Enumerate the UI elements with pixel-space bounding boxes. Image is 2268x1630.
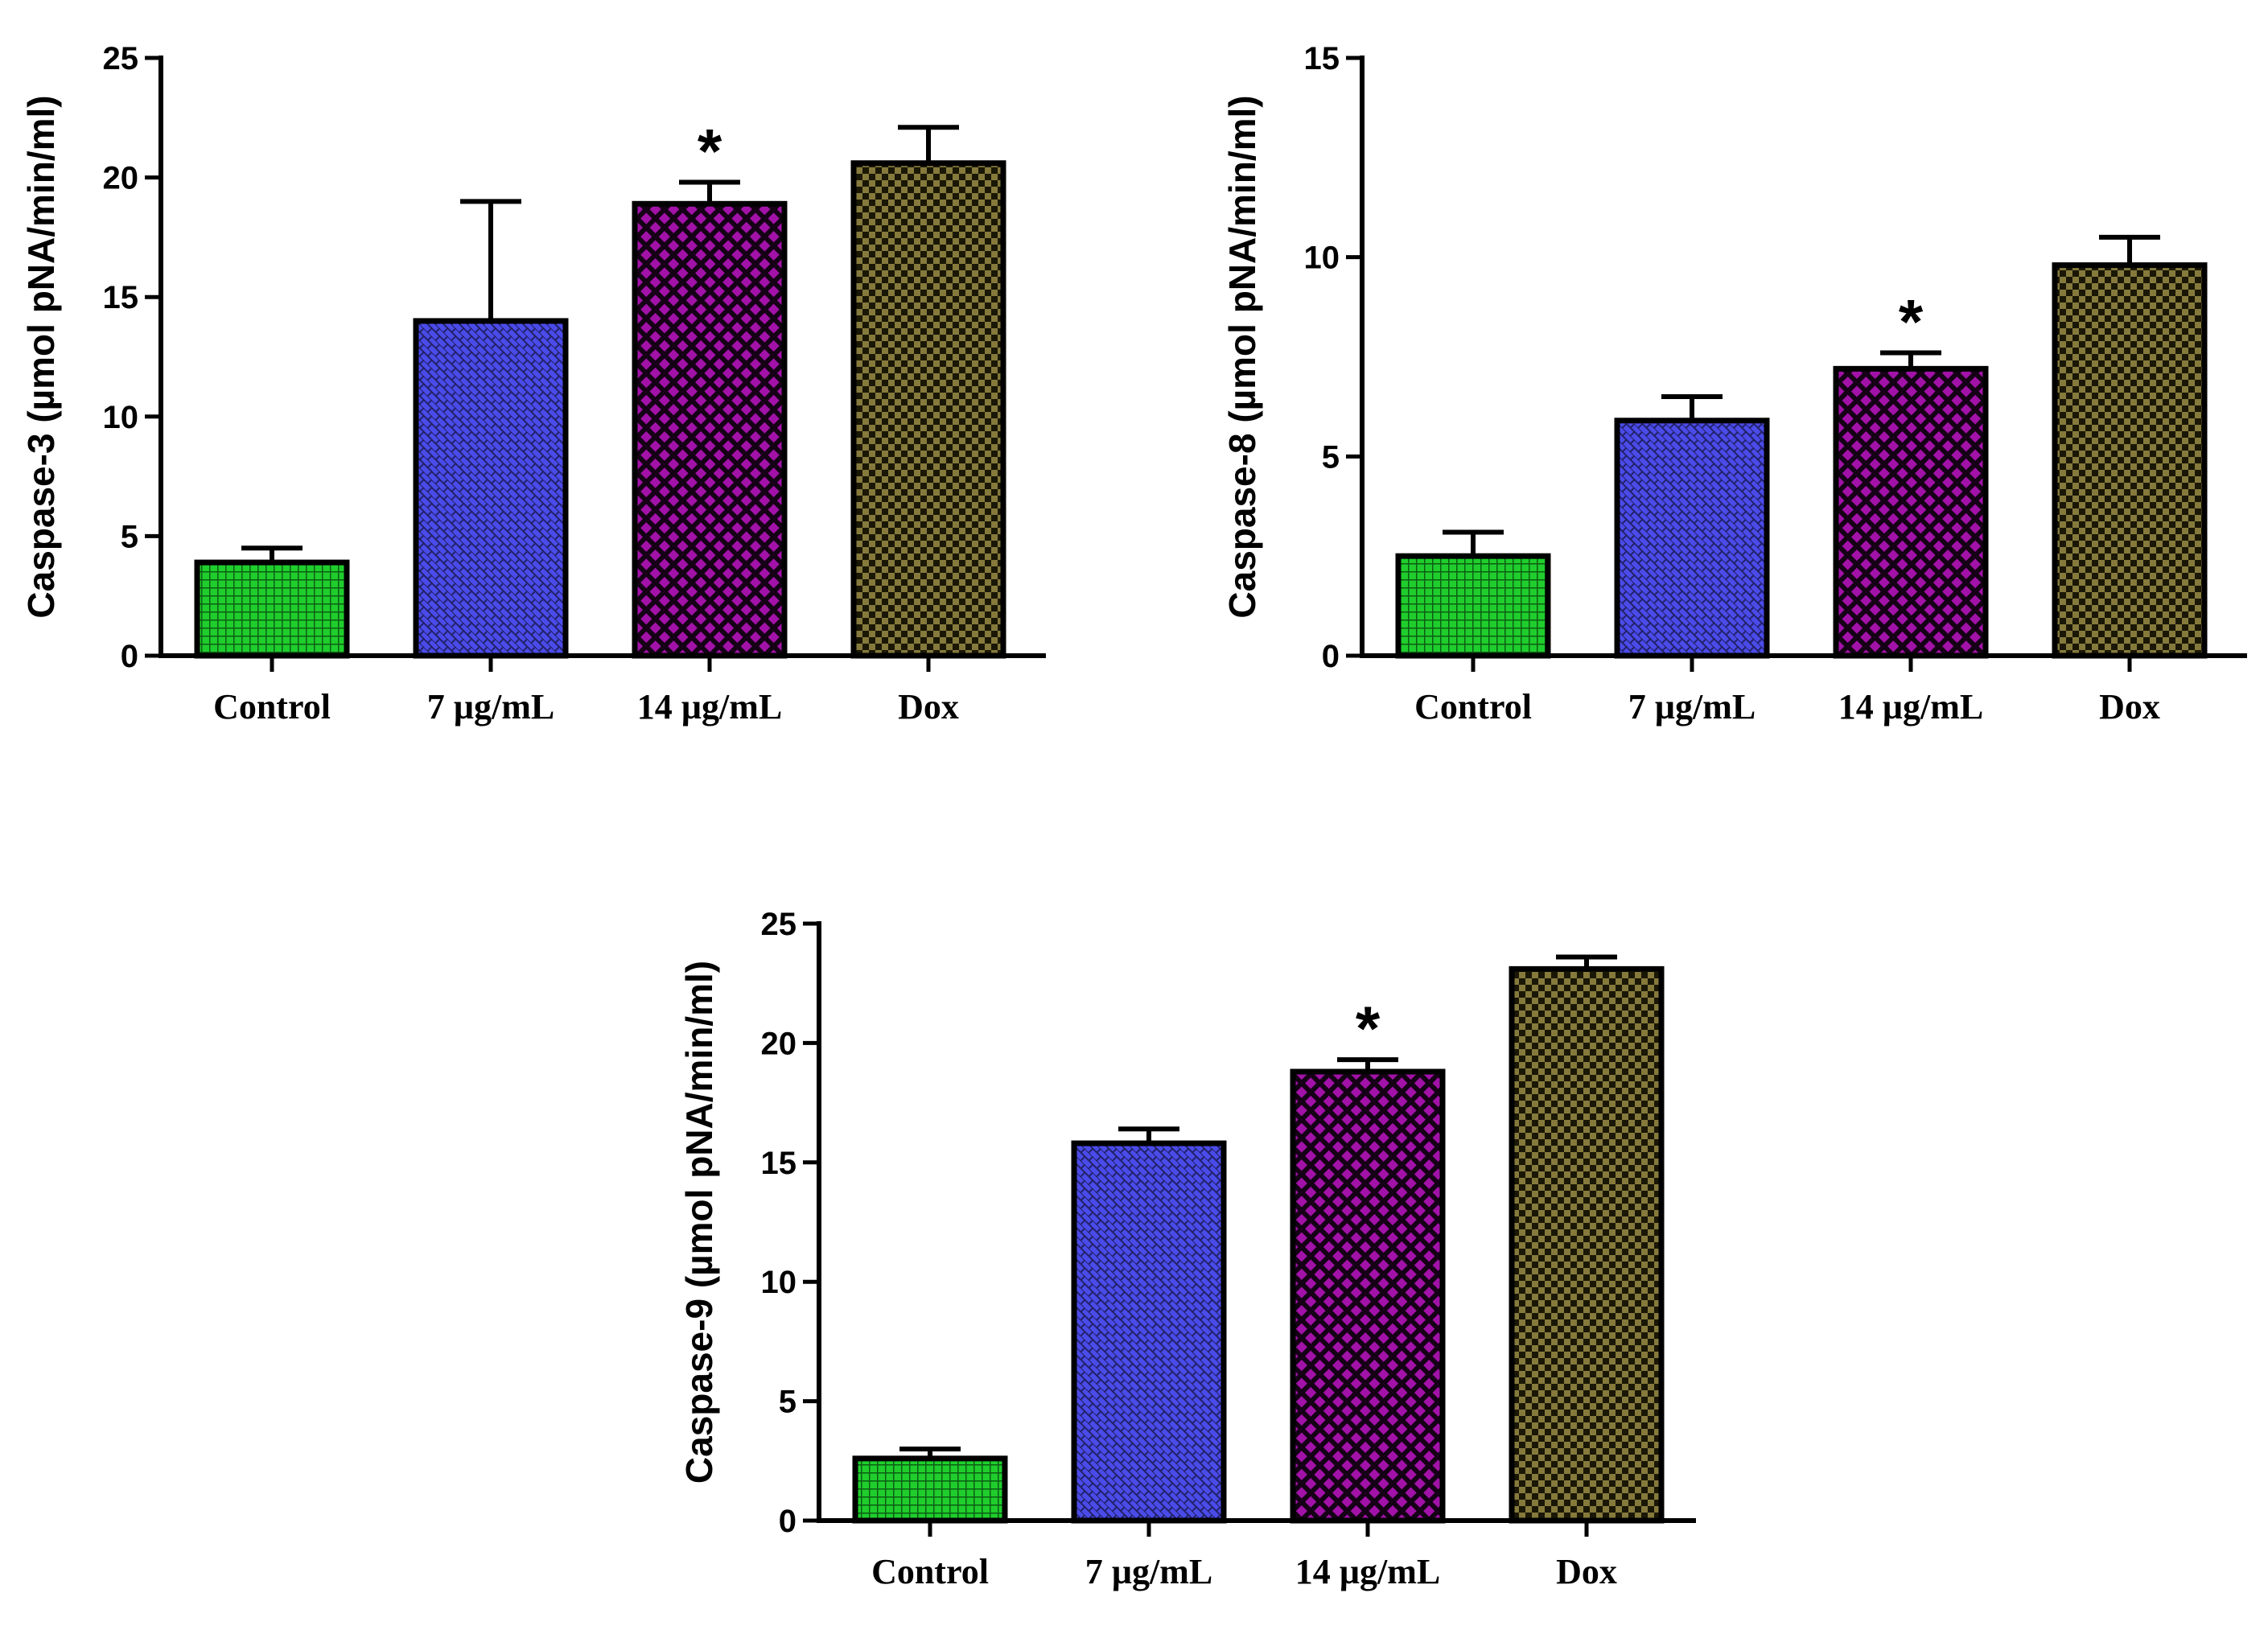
bar-3: [1509, 965, 1665, 1524]
error-bar: [2099, 234, 2160, 265]
bar-3: [2052, 262, 2208, 659]
bar-2: [632, 200, 788, 659]
y-tick-label: 15: [1304, 41, 1340, 76]
error-bar: [1661, 394, 1723, 421]
x-tick-label: 7 µg/mL: [1628, 687, 1756, 727]
y-tick-label: 20: [761, 1026, 797, 1061]
caspase-8-chart: * 0 5 10 15 Control 7 µg/mL 14 µg/mL Dox Caspase-…: [1221, 41, 2247, 727]
y-tick-label: 25: [761, 907, 797, 942]
x-tick-label: Dox: [898, 687, 959, 727]
significance-asterisk: *: [1899, 286, 1924, 357]
caspase-9-chart: * 0 5 10 15 20 25 Control 7 µg/mL 14 µg/mL Dox Casp…: [678, 907, 1696, 1591]
y-axis-title: Caspase-8 (µmol pNA/min/ml): [1221, 95, 1263, 618]
error-bar: [460, 199, 521, 321]
x-tick-label: Dox: [2099, 687, 2160, 727]
bar-1: [1071, 1140, 1227, 1524]
x-tick-label: 7 µg/mL: [1085, 1552, 1213, 1591]
x-tick-label: 14 µg/mL: [637, 687, 783, 727]
x-tick-label: Control: [1414, 687, 1532, 727]
y-tick-label: 15: [103, 280, 139, 315]
y-tick-label: 0: [779, 1504, 796, 1539]
x-tick-label: 14 µg/mL: [1295, 1552, 1441, 1591]
y-tick-label: 20: [103, 161, 139, 196]
error-bar: [898, 125, 959, 163]
y-axis-title: Caspase-9 (µmol pNA/min/ml): [678, 961, 720, 1484]
y-tick-label: 0: [1322, 639, 1340, 674]
x-tick-label: Control: [213, 687, 331, 727]
y-axis-title: Caspase-3 (µmol pNA/min/ml): [20, 95, 62, 618]
bar-3: [850, 160, 1006, 659]
significance-asterisk: *: [1356, 993, 1381, 1064]
bar-2: [1833, 365, 1989, 659]
y-tick-label: 5: [1322, 439, 1340, 475]
y-tick-label: 15: [761, 1146, 797, 1181]
bar-0: [852, 1455, 1008, 1524]
x-tick-label: Dox: [1556, 1552, 1617, 1591]
bar-1: [1614, 418, 1770, 659]
x-tick-label: Control: [871, 1552, 989, 1591]
y-tick-label: 5: [121, 519, 138, 554]
y-tick-label: 10: [103, 400, 139, 435]
significance-asterisk: *: [698, 116, 722, 187]
caspase-3-chart: * 0 5 10 15 20 25 Control 7 µg/mL 14 µg/mL Dox Casp…: [20, 41, 1046, 727]
bar-2: [1290, 1068, 1446, 1524]
y-tick-label: 0: [121, 639, 138, 674]
y-tick-label: 5: [779, 1385, 796, 1420]
bar-1: [413, 318, 569, 659]
y-tick-label: 10: [1304, 241, 1340, 276]
error-bar: [1443, 529, 1504, 557]
y-tick-label: 10: [761, 1265, 797, 1300]
bar-0: [194, 559, 350, 659]
x-tick-label: 14 µg/mL: [1838, 687, 1984, 727]
y-tick-label: 25: [103, 41, 139, 76]
x-tick-label: 7 µg/mL: [427, 687, 555, 727]
bar-0: [1395, 553, 1551, 659]
error-bar: [679, 179, 740, 204]
